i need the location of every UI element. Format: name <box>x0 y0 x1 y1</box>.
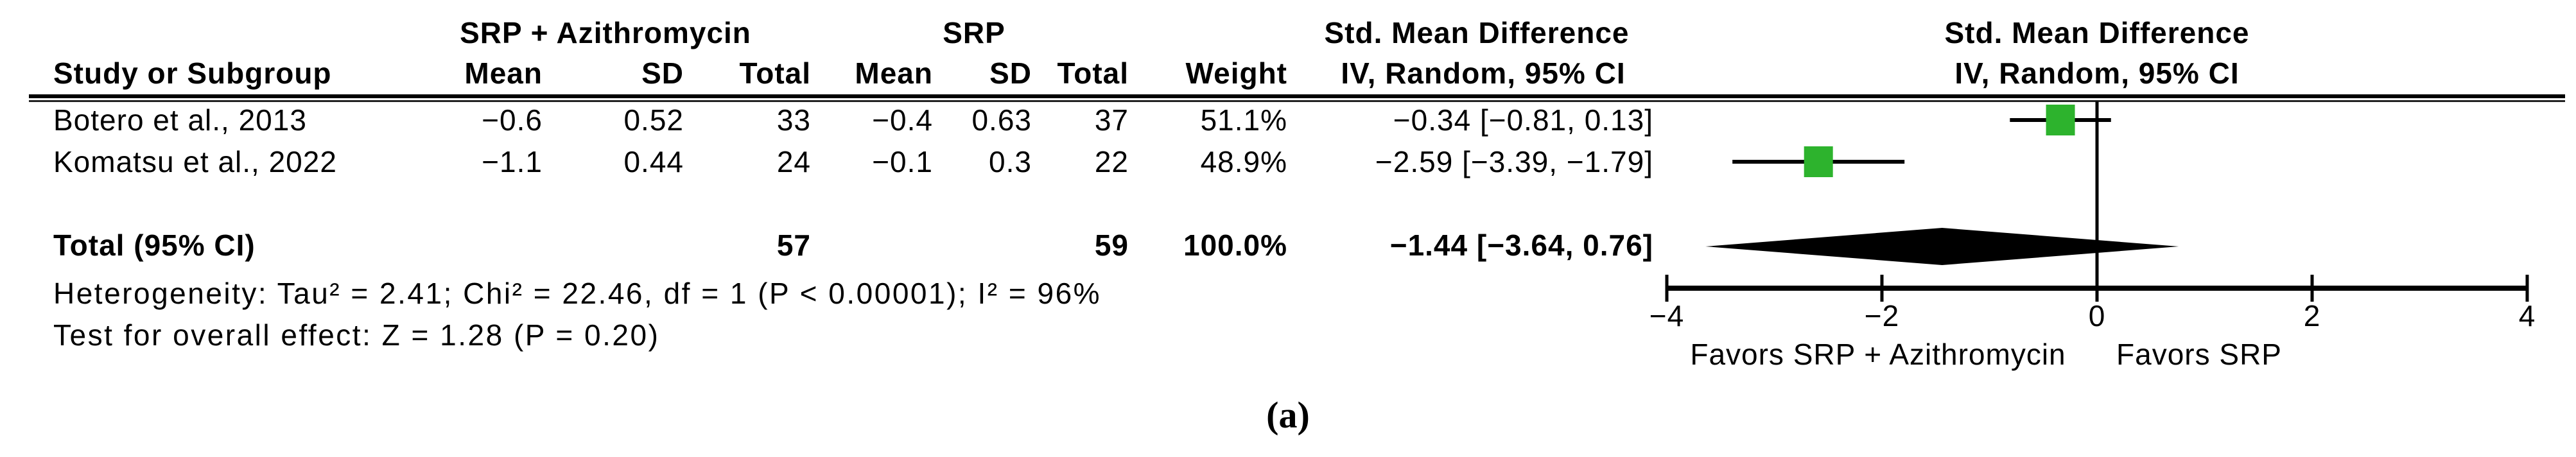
col-header-sd-ctrl: SD <box>989 56 1032 90</box>
exp-total: 24 <box>776 145 811 178</box>
row-weight: 48.9% <box>1200 145 1287 178</box>
favors-left-label: Favors SRP + Azithromycin <box>1690 338 2066 371</box>
col-header-weight: Weight <box>1185 56 1287 90</box>
ctrl-total: 37 <box>1094 103 1129 137</box>
ctrl-total: 22 <box>1094 145 1129 178</box>
header-separator-top <box>29 94 2565 98</box>
total-label: Total (95% CI) <box>53 229 256 262</box>
study-name: Botero et al., 2013 <box>53 103 307 137</box>
exp-sd: 0.52 <box>623 103 684 137</box>
x-axis-tick <box>2310 275 2314 302</box>
exp-total: 33 <box>776 103 811 137</box>
group-header-effect-plot: Std. Mean Difference <box>1944 16 2250 49</box>
ctrl-mean: −0.4 <box>872 103 933 137</box>
col-header-ci-plot: IV, Random, 95% CI <box>1954 56 2240 90</box>
ctrl-sd: 0.63 <box>971 103 1032 137</box>
zero-effect-line <box>2095 101 2099 288</box>
group-header-effect-table: Std. Mean Difference <box>1324 16 1630 49</box>
total-weight: 100.0% <box>1183 229 1287 262</box>
axis-tick-label: −4 <box>1649 299 1685 332</box>
exp-sd: 0.44 <box>623 145 684 178</box>
group-header-control: SRP <box>943 16 1005 49</box>
subfigure-caption: (a) <box>1266 394 1310 436</box>
group-header-experimental: SRP + Azithromycin <box>460 16 751 49</box>
row-ci-text: −2.59 [−3.39, −1.79] <box>1375 145 1653 178</box>
pooled-effect-diamond <box>1705 228 2179 265</box>
total-ctrl-n: 59 <box>1094 229 1129 262</box>
heterogeneity-note: Heterogeneity: Tau² = 2.41; Chi² = 22.46… <box>53 277 1102 310</box>
x-axis-tick <box>1665 275 1669 302</box>
col-header-study: Study or Subgroup <box>53 56 332 90</box>
col-header-ci-table: IV, Random, 95% CI <box>1341 56 1626 90</box>
x-axis-tick <box>2095 275 2099 302</box>
header-separator-bottom <box>29 100 2565 102</box>
axis-tick-label: −2 <box>1864 299 1900 332</box>
col-header-total-exp: Total <box>739 56 811 90</box>
row-ci-text: −0.34 [−0.81, 0.13] <box>1393 103 1653 137</box>
x-axis-tick <box>2525 275 2529 302</box>
favors-right-label: Favors SRP <box>2116 338 2282 371</box>
total-ci-text: −1.44 [−3.64, 0.76] <box>1389 229 1653 262</box>
point-estimate-marker <box>1804 146 1833 177</box>
exp-mean: −1.1 <box>482 145 543 178</box>
x-axis-tick <box>1880 275 1884 302</box>
col-header-sd-exp: SD <box>641 56 684 90</box>
col-header-mean-ctrl: Mean <box>855 56 933 90</box>
point-estimate-marker <box>2046 105 2075 135</box>
ctrl-sd: 0.3 <box>989 145 1032 178</box>
row-weight: 51.1% <box>1200 103 1287 137</box>
axis-tick-label: 2 <box>2303 299 2321 332</box>
total-exp-n: 57 <box>776 229 811 262</box>
exp-mean: −0.6 <box>482 103 543 137</box>
overall-effect-note: Test for overall effect: Z = 1.28 (P = 0… <box>53 318 660 352</box>
col-header-total-ctrl: Total <box>1057 56 1129 90</box>
axis-tick-label: 4 <box>2518 299 2536 332</box>
axis-tick-label: 0 <box>2088 299 2106 332</box>
study-name: Komatsu et al., 2022 <box>53 145 337 178</box>
col-header-mean-exp: Mean <box>464 56 543 90</box>
ctrl-mean: −0.1 <box>872 145 933 178</box>
